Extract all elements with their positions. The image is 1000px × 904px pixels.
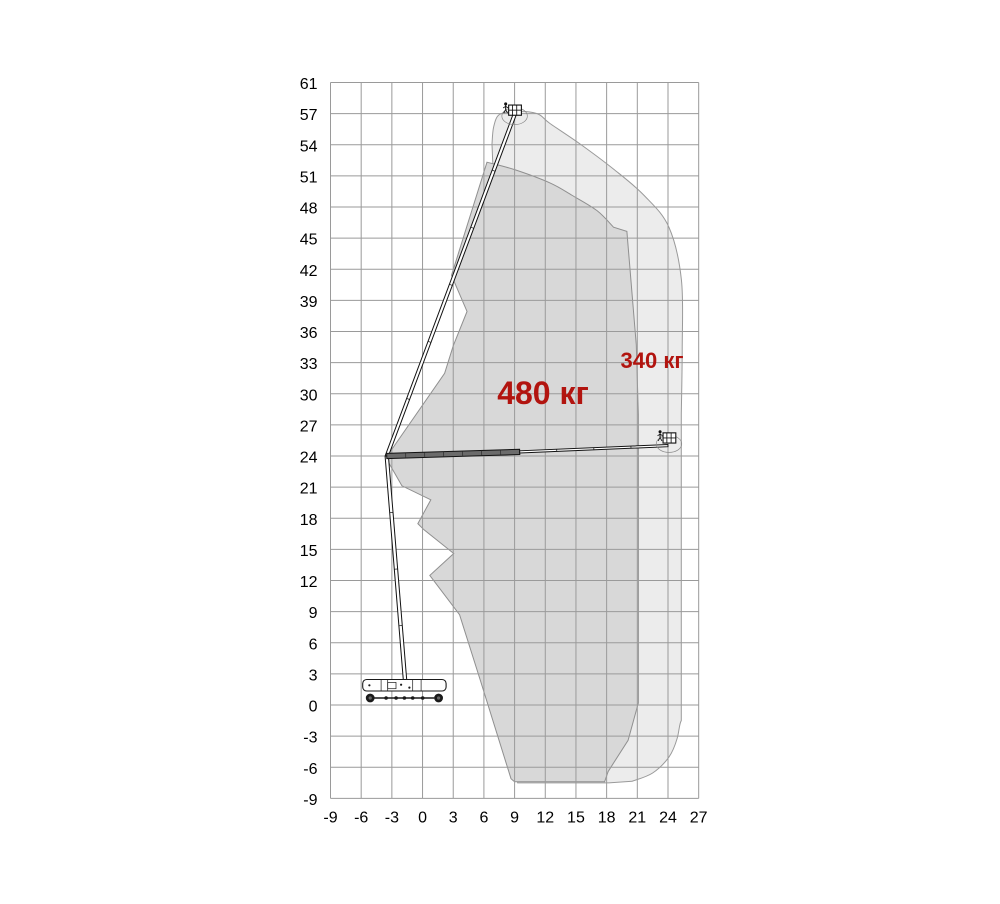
svg-text:21: 21 bbox=[628, 809, 646, 826]
svg-text:18: 18 bbox=[300, 512, 318, 529]
svg-text:24: 24 bbox=[659, 809, 677, 826]
svg-text:-9: -9 bbox=[303, 792, 317, 809]
svg-text:6: 6 bbox=[309, 636, 318, 653]
svg-text:-6: -6 bbox=[303, 761, 317, 778]
svg-text:0: 0 bbox=[309, 699, 318, 716]
svg-text:12: 12 bbox=[536, 809, 554, 826]
svg-text:3: 3 bbox=[449, 809, 458, 826]
svg-text:12: 12 bbox=[300, 574, 318, 591]
svg-text:9: 9 bbox=[309, 605, 318, 622]
svg-text:15: 15 bbox=[567, 809, 585, 826]
svg-text:-9: -9 bbox=[323, 809, 337, 826]
svg-text:340 кг: 340 кг bbox=[621, 348, 684, 373]
svg-text:27: 27 bbox=[300, 418, 318, 435]
svg-text:48: 48 bbox=[300, 201, 318, 218]
svg-text:24: 24 bbox=[300, 450, 318, 467]
svg-text:45: 45 bbox=[300, 232, 318, 249]
svg-text:-3: -3 bbox=[385, 809, 399, 826]
svg-text:-6: -6 bbox=[354, 809, 368, 826]
svg-text:9: 9 bbox=[510, 809, 519, 826]
svg-text:-3: -3 bbox=[303, 730, 317, 747]
svg-text:0: 0 bbox=[418, 809, 427, 826]
svg-text:18: 18 bbox=[598, 809, 616, 826]
svg-text:36: 36 bbox=[300, 325, 318, 342]
svg-text:15: 15 bbox=[300, 543, 318, 560]
svg-text:42: 42 bbox=[300, 263, 318, 280]
svg-text:54: 54 bbox=[300, 138, 318, 155]
svg-text:61: 61 bbox=[300, 76, 318, 93]
svg-text:57: 57 bbox=[300, 107, 318, 124]
svg-text:39: 39 bbox=[300, 294, 318, 311]
svg-text:27: 27 bbox=[690, 809, 708, 826]
svg-text:6: 6 bbox=[479, 809, 488, 826]
svg-text:3: 3 bbox=[309, 667, 318, 684]
svg-text:51: 51 bbox=[300, 169, 318, 186]
svg-text:30: 30 bbox=[300, 387, 318, 404]
svg-text:21: 21 bbox=[300, 481, 318, 498]
svg-text:480 кг: 480 кг bbox=[497, 375, 589, 411]
svg-text:33: 33 bbox=[300, 356, 318, 373]
